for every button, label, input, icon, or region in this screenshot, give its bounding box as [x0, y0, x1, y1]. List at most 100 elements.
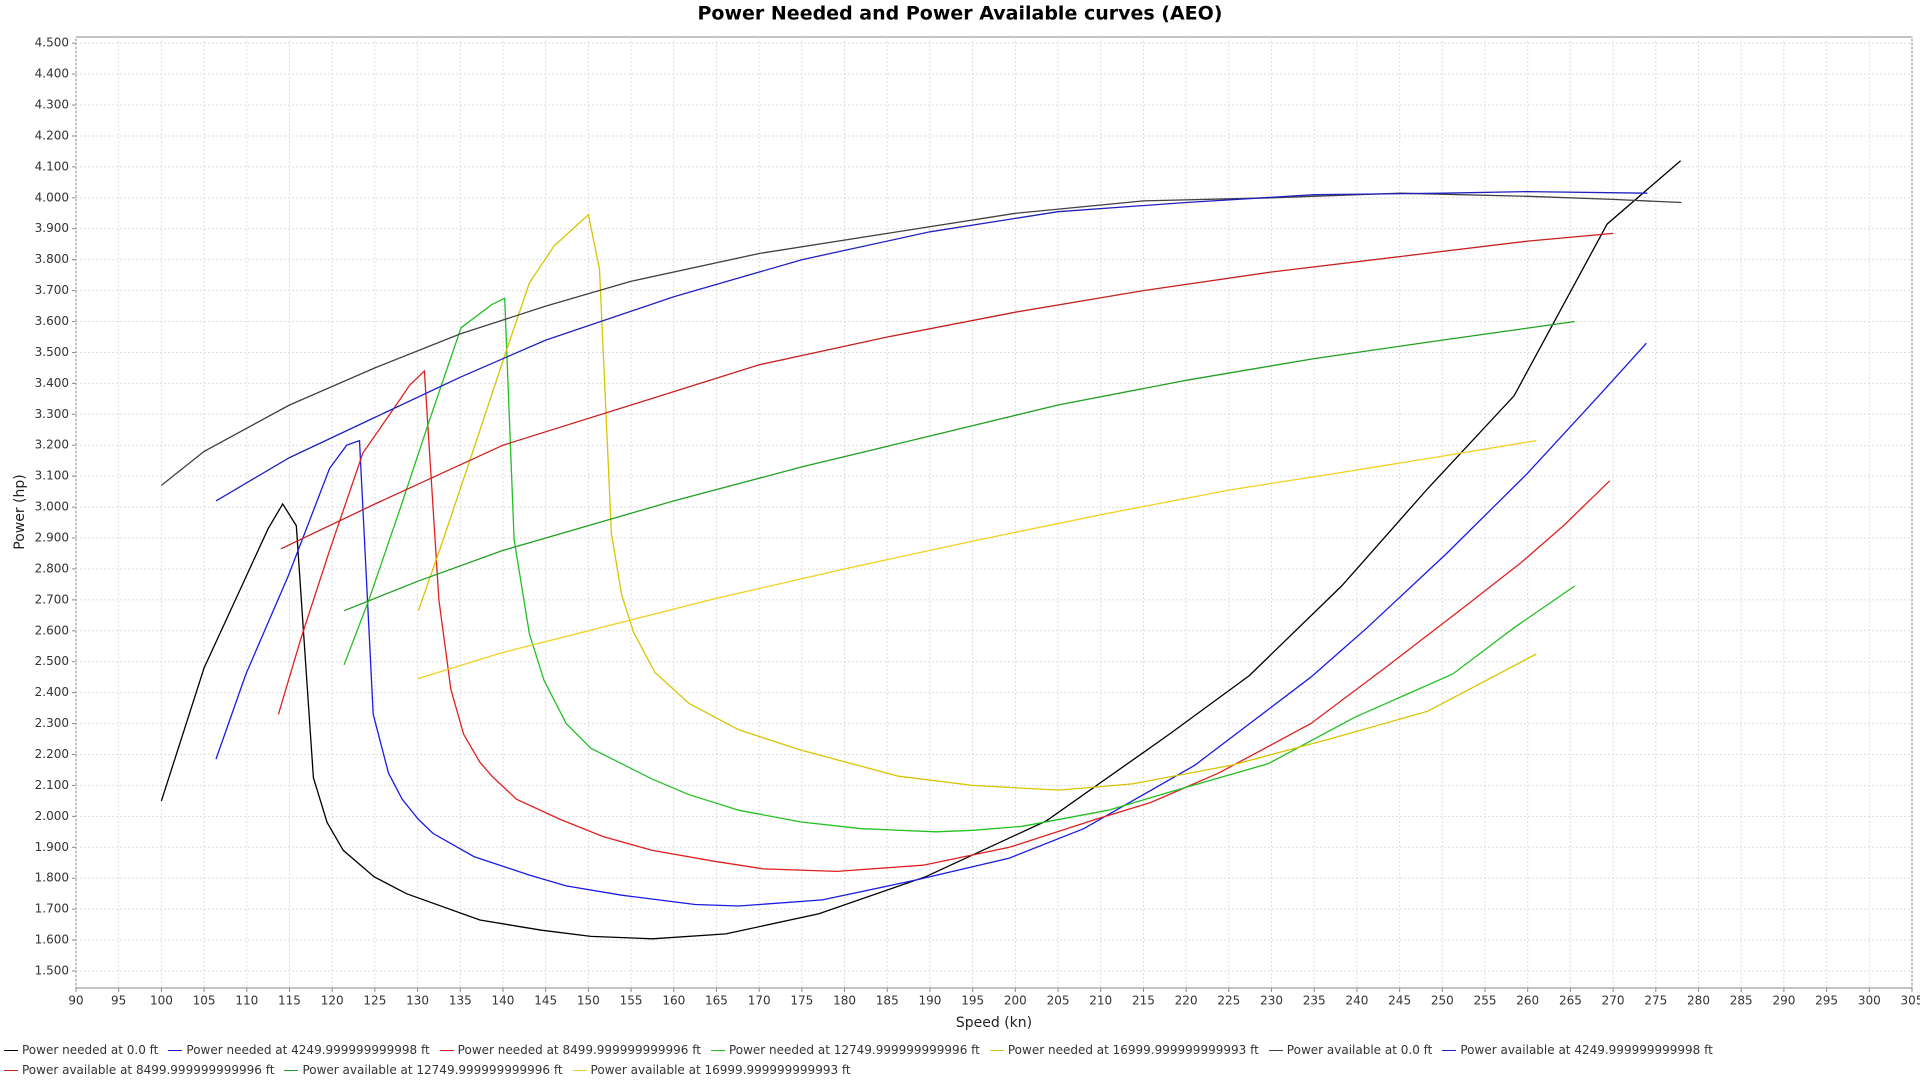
- legend-swatch: [168, 1049, 183, 1051]
- x-tick-label: 160: [662, 994, 685, 1008]
- chart: Power Needed and Power Available curves …: [12, 3, 1920, 1032]
- legend-label: Power needed at 16999.999999999993 ft: [1007, 1043, 1259, 1057]
- y-tick-label: 1.600: [35, 933, 69, 947]
- legend-entry: Power needed at 8499.999999999996 ft: [439, 1040, 701, 1060]
- series-line: [343, 297, 1576, 833]
- y-tick-label: 1.800: [35, 871, 69, 885]
- series-line: [160, 192, 1682, 486]
- legend-swatch: [1442, 1049, 1457, 1051]
- x-tick-label: 275: [1644, 994, 1667, 1008]
- y-tick-label: 3.400: [35, 376, 69, 390]
- y-tick-label: 3.300: [35, 407, 69, 421]
- y-tick-label: 3.000: [35, 500, 69, 514]
- y-tick-label: 4.000: [35, 190, 69, 204]
- y-tick-label: 2.400: [35, 685, 69, 699]
- y-tick-label: 1.500: [35, 963, 69, 977]
- legend-label: Power available at 16999.999999999993 ft: [590, 1063, 851, 1077]
- x-tick-label: 140: [492, 994, 515, 1008]
- series-line: [343, 320, 1575, 612]
- x-tick-label: 165: [705, 994, 728, 1008]
- x-tick-label: 195: [961, 994, 984, 1008]
- legend-label: Power available at 0.0 ft: [1286, 1043, 1433, 1057]
- y-tick-label: 4.400: [35, 67, 69, 81]
- x-tick-label: 145: [534, 994, 557, 1008]
- series-line: [417, 439, 1537, 680]
- x-tick-label: 125: [363, 994, 386, 1008]
- legend-entry: Power needed at 4249.999999999998 ft: [168, 1040, 430, 1060]
- x-axis-title: Speed (kn): [956, 1015, 1032, 1031]
- x-tick-label: 265: [1559, 994, 1582, 1008]
- x-tick-label: 185: [876, 994, 899, 1008]
- legend-swatch: [4, 1049, 18, 1051]
- x-tick-label: 110: [235, 994, 258, 1008]
- x-tick-label: 300: [1858, 994, 1881, 1008]
- series-line: [280, 232, 1614, 550]
- x-tick-label: 155: [620, 994, 643, 1008]
- x-tick-label: 115: [278, 994, 301, 1008]
- legend-swatch: [989, 1049, 1004, 1051]
- y-tick-label: 2.900: [35, 531, 69, 545]
- legend-label: Power needed at 0.0 ft: [22, 1043, 159, 1057]
- series-line: [215, 190, 1648, 502]
- x-tick-label: 260: [1516, 994, 1539, 1008]
- x-tick-label: 295: [1815, 994, 1838, 1008]
- y-tick-label: 3.200: [35, 438, 69, 452]
- x-tick-label: 250: [1431, 994, 1454, 1008]
- x-tick-label: 130: [406, 994, 429, 1008]
- legend-swatch: [439, 1049, 454, 1051]
- legend-swatch: [1268, 1049, 1283, 1051]
- y-tick-label: 3.700: [35, 283, 69, 297]
- legend-label: Power available at 4249.999999999998 ft: [1460, 1043, 1713, 1057]
- x-tick-label: 255: [1474, 994, 1497, 1008]
- y-tick-label: 2.700: [35, 592, 69, 606]
- series-line: [215, 342, 1647, 907]
- x-tick-label: 280: [1687, 994, 1710, 1008]
- y-tick-label: 3.600: [35, 314, 69, 328]
- legend: Power needed at 0.0 ft Power needed at 42…: [4, 1040, 1904, 1080]
- legend-label: Power needed at 4249.999999999998 ft: [186, 1043, 430, 1057]
- y-tick-label: 2.300: [35, 716, 69, 730]
- x-tick-label: 305: [1901, 994, 1920, 1008]
- x-tick-label: 95: [111, 994, 126, 1008]
- x-tick-label: 220: [1175, 994, 1198, 1008]
- legend-entry: Power needed at 0.0 ft: [4, 1040, 158, 1060]
- legend-entry: Power available at 16999.999999999993 ft: [572, 1060, 851, 1080]
- legend-label: Power needed at 12749.999999999996 ft: [728, 1043, 980, 1057]
- chart-title: Power Needed and Power Available curves …: [698, 3, 1223, 25]
- x-tick-label: 285: [1730, 994, 1753, 1008]
- legend-swatch: [572, 1069, 587, 1071]
- legend-entry: Power available at 12749.999999999996 ft: [284, 1060, 563, 1080]
- x-tick-label: 200: [1004, 994, 1027, 1008]
- x-tick-label: 205: [1047, 994, 1070, 1008]
- legend-entry: Power available at 8499.999999999996 ft: [4, 1060, 274, 1080]
- y-tick-label: 1.900: [35, 840, 69, 854]
- y-tick-label: 2.500: [35, 654, 69, 668]
- legend-swatch: [284, 1069, 299, 1071]
- x-tick-label: 180: [833, 994, 856, 1008]
- y-tick-label: 1.700: [35, 902, 69, 916]
- y-tick-label: 3.100: [35, 469, 69, 483]
- x-tick-label: 230: [1260, 994, 1283, 1008]
- x-tick-label: 215: [1132, 994, 1155, 1008]
- x-tick-label: 245: [1388, 994, 1411, 1008]
- legend-label: Power available at 12749.999999999996 ft: [302, 1063, 563, 1077]
- y-tick-label: 4.100: [35, 159, 69, 173]
- x-tick-label: 290: [1772, 994, 1795, 1008]
- legend-entry: Power needed at 12749.999999999996 ft: [710, 1040, 980, 1060]
- legend-entry: Power available at 4249.999999999998 ft: [1442, 1040, 1713, 1060]
- y-tick-label: 2.600: [35, 623, 69, 637]
- x-tick-label: 90: [68, 994, 83, 1008]
- y-axis-title: Power (hp): [12, 474, 28, 549]
- series-line: [417, 213, 1537, 791]
- x-tick-label: 225: [1217, 994, 1240, 1008]
- y-tick-label: 2.000: [35, 809, 69, 823]
- y-tick-label: 4.300: [35, 98, 69, 112]
- y-tick-label: 4.200: [35, 128, 69, 142]
- y-tick-label: 2.100: [35, 778, 69, 792]
- x-tick-label: 105: [193, 994, 216, 1008]
- series-line: [277, 369, 1611, 873]
- x-tick-label: 150: [577, 994, 600, 1008]
- legend-swatch: [4, 1069, 18, 1071]
- series-line: [160, 160, 1682, 940]
